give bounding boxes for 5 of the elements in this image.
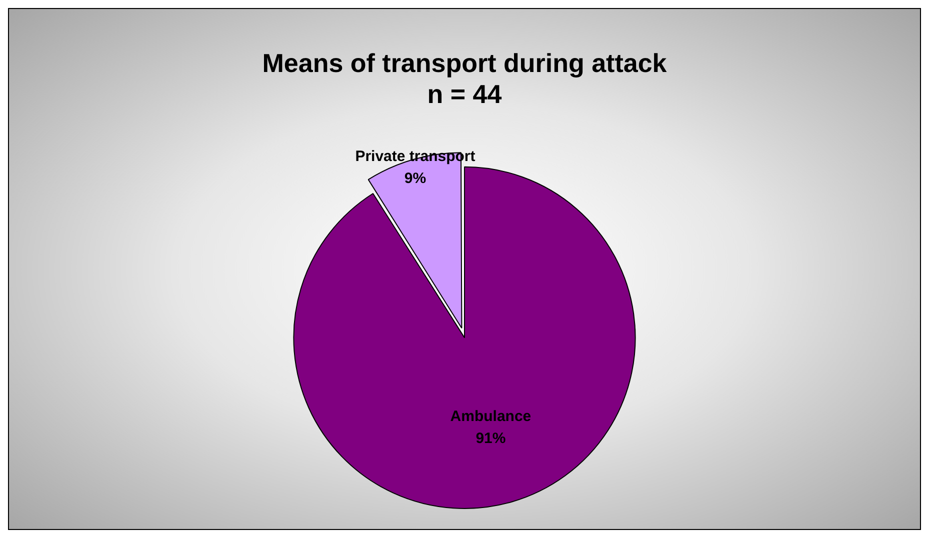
chart-subtitle: n = 44 [427, 78, 502, 109]
data-label: 9% [404, 170, 426, 188]
slice-label: Ambulance [450, 408, 532, 426]
data-label: 91% [476, 430, 506, 448]
chart-title: Means of transport during attack [262, 48, 668, 78]
